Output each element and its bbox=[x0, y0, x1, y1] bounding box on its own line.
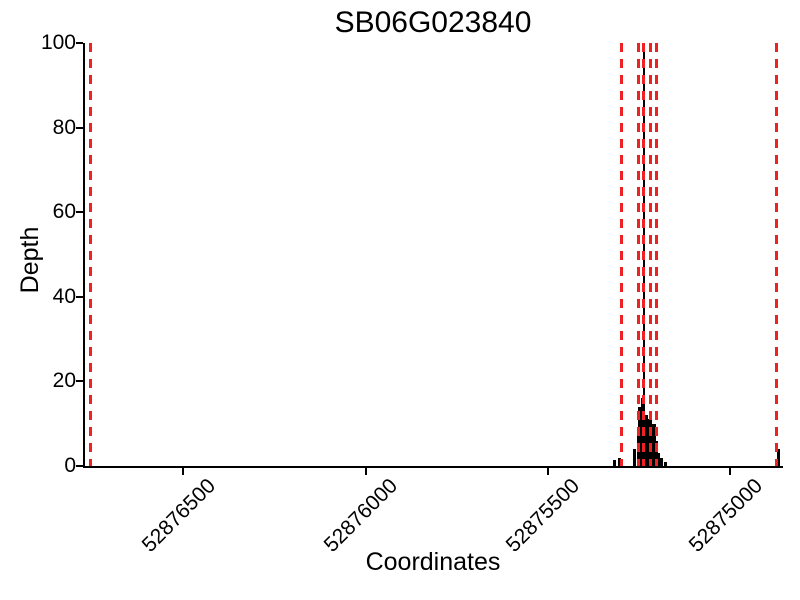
x-tick-mark bbox=[546, 468, 549, 475]
feature-boundary-line bbox=[619, 43, 623, 466]
x-axis-title: Coordinates bbox=[365, 548, 501, 576]
x-tick-label: 52875500 bbox=[502, 474, 585, 557]
feature-boundary-line bbox=[642, 43, 646, 466]
x-tick-mark bbox=[364, 468, 367, 475]
depth-bar bbox=[656, 453, 660, 466]
x-tick-label: 52876500 bbox=[137, 474, 220, 557]
y-tick-label: 60 bbox=[52, 200, 76, 224]
y-tick-mark bbox=[76, 465, 83, 467]
y-axis-line bbox=[83, 43, 85, 468]
depth-bar bbox=[612, 459, 616, 466]
feature-boundary-line bbox=[654, 43, 658, 466]
y-tick-label: 0 bbox=[64, 454, 76, 477]
y-tick-label: 80 bbox=[52, 115, 76, 139]
x-tick-mark bbox=[728, 468, 731, 475]
feature-boundary-line bbox=[637, 43, 641, 466]
depth-bar bbox=[650, 423, 654, 466]
feature-boundary-line bbox=[648, 43, 652, 466]
depth-bar bbox=[663, 461, 667, 466]
y-tick-label: 100 bbox=[40, 31, 76, 54]
depth-bar bbox=[646, 419, 650, 466]
depth-bar bbox=[633, 449, 637, 466]
y-tick-label: 40 bbox=[52, 284, 76, 308]
x-tick-label: 52876000 bbox=[319, 474, 403, 557]
depth-bar bbox=[644, 415, 648, 466]
x-tick-label: 52875000 bbox=[684, 474, 767, 557]
x-tick-mark bbox=[182, 468, 185, 475]
chart-title: SB06G023840 bbox=[334, 6, 532, 39]
depth-bar bbox=[652, 423, 656, 466]
y-tick-label: 20 bbox=[52, 369, 76, 393]
y-tick-mark bbox=[76, 295, 83, 298]
feature-boundary-line bbox=[88, 43, 92, 466]
y-tick-mark bbox=[76, 126, 83, 129]
depth-bar bbox=[659, 457, 663, 466]
y-tick-mark bbox=[76, 42, 83, 44]
y-tick-mark bbox=[76, 380, 83, 383]
x-axis-line bbox=[83, 466, 783, 468]
y-tick-mark bbox=[76, 211, 83, 214]
feature-boundary-line bbox=[775, 43, 779, 466]
